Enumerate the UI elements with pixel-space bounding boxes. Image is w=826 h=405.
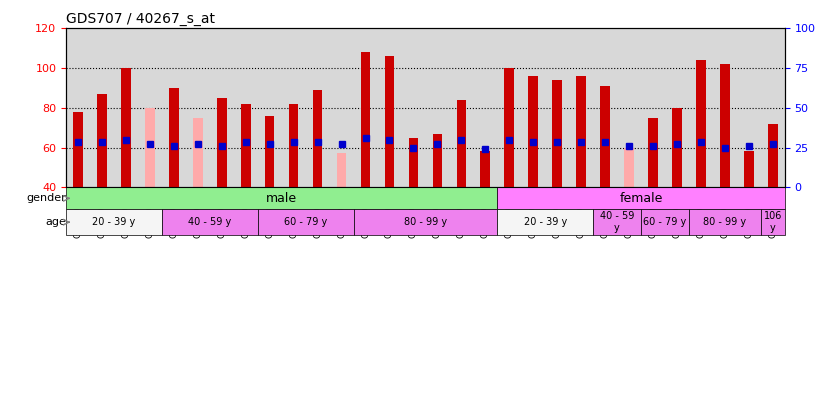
Bar: [672, 108, 681, 187]
FancyBboxPatch shape: [66, 187, 497, 209]
Bar: [361, 52, 370, 187]
Bar: [577, 76, 586, 187]
Text: 60 - 79 y: 60 - 79 y: [643, 217, 686, 227]
FancyBboxPatch shape: [162, 209, 258, 235]
FancyBboxPatch shape: [354, 209, 497, 235]
Text: female: female: [620, 192, 662, 205]
Bar: [289, 104, 298, 187]
Text: 106
y: 106 y: [763, 211, 782, 233]
FancyBboxPatch shape: [497, 187, 785, 209]
Text: 80 - 99 y: 80 - 99 y: [703, 217, 747, 227]
Bar: [217, 98, 226, 187]
Bar: [337, 153, 346, 187]
Text: age: age: [45, 217, 66, 227]
Bar: [241, 104, 250, 187]
Bar: [768, 124, 777, 187]
Bar: [696, 60, 705, 187]
Text: 80 - 99 y: 80 - 99 y: [404, 217, 447, 227]
FancyBboxPatch shape: [258, 209, 354, 235]
Bar: [433, 134, 442, 187]
Bar: [744, 151, 753, 187]
Bar: [193, 118, 202, 187]
Bar: [169, 88, 178, 187]
FancyBboxPatch shape: [497, 209, 593, 235]
Text: GDS707 / 40267_s_at: GDS707 / 40267_s_at: [66, 12, 215, 26]
Bar: [553, 80, 562, 187]
Bar: [409, 138, 418, 187]
FancyBboxPatch shape: [689, 209, 761, 235]
Text: 40 - 59
y: 40 - 59 y: [600, 211, 634, 233]
Bar: [121, 68, 131, 187]
Text: gender: gender: [26, 193, 66, 203]
Bar: [601, 86, 610, 187]
Bar: [624, 147, 634, 187]
Bar: [265, 116, 274, 187]
Text: 40 - 59 y: 40 - 59 y: [188, 217, 231, 227]
Bar: [145, 108, 154, 187]
FancyBboxPatch shape: [66, 209, 162, 235]
Bar: [74, 112, 83, 187]
Bar: [481, 153, 490, 187]
Bar: [481, 151, 490, 187]
Text: male: male: [266, 192, 297, 205]
Text: 20 - 39 y: 20 - 39 y: [524, 217, 567, 227]
Text: 20 - 39 y: 20 - 39 y: [93, 217, 135, 227]
FancyBboxPatch shape: [641, 209, 689, 235]
Bar: [529, 76, 538, 187]
FancyBboxPatch shape: [761, 209, 785, 235]
Bar: [97, 94, 107, 187]
Bar: [385, 56, 394, 187]
Bar: [457, 100, 466, 187]
Text: 60 - 79 y: 60 - 79 y: [284, 217, 327, 227]
Bar: [720, 64, 729, 187]
Bar: [648, 118, 657, 187]
Bar: [313, 90, 322, 187]
Bar: [505, 68, 514, 187]
FancyBboxPatch shape: [593, 209, 641, 235]
